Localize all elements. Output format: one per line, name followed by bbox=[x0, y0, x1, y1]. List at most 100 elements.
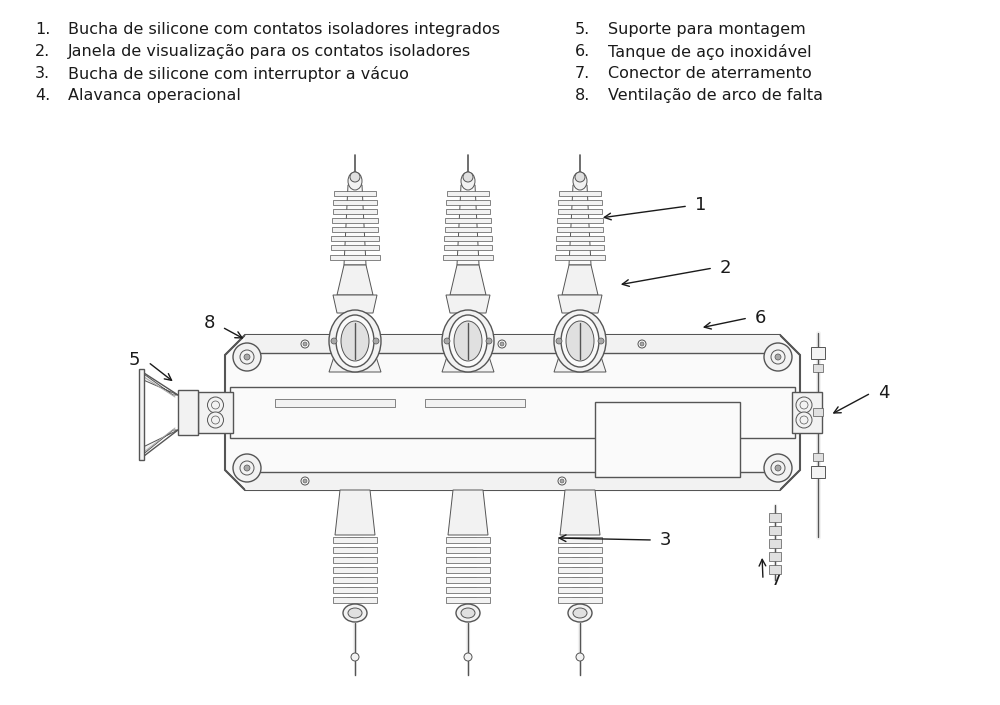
Bar bbox=[443, 255, 493, 259]
Text: Tanque de aço inoxidável: Tanque de aço inoxidável bbox=[608, 44, 812, 60]
Text: Janela de visualização para os contatos isoladores: Janela de visualização para os contatos … bbox=[68, 44, 471, 59]
Circle shape bbox=[556, 338, 562, 344]
Bar bbox=[811, 466, 825, 478]
Text: 5.: 5. bbox=[575, 22, 590, 37]
Circle shape bbox=[444, 338, 450, 344]
Ellipse shape bbox=[442, 310, 494, 372]
Bar bbox=[334, 190, 376, 195]
Bar bbox=[139, 369, 144, 460]
Text: 8.: 8. bbox=[575, 88, 590, 103]
Bar bbox=[446, 547, 490, 553]
Ellipse shape bbox=[566, 321, 594, 361]
Text: 3.: 3. bbox=[35, 66, 50, 81]
Text: 1: 1 bbox=[695, 196, 706, 214]
Bar bbox=[558, 209, 602, 214]
Polygon shape bbox=[344, 185, 366, 265]
Bar bbox=[813, 364, 823, 372]
Text: 7: 7 bbox=[770, 571, 782, 589]
Bar bbox=[333, 200, 377, 204]
Bar bbox=[178, 390, 198, 435]
Bar bbox=[769, 539, 781, 548]
Bar bbox=[559, 190, 601, 195]
Bar bbox=[447, 190, 489, 195]
Bar bbox=[769, 565, 781, 574]
Ellipse shape bbox=[576, 653, 584, 661]
Circle shape bbox=[498, 340, 506, 348]
Bar bbox=[557, 227, 603, 232]
Bar bbox=[332, 227, 378, 232]
Ellipse shape bbox=[573, 172, 587, 190]
Bar bbox=[245, 472, 780, 490]
Bar bbox=[558, 537, 602, 543]
Circle shape bbox=[331, 338, 337, 344]
Bar bbox=[332, 218, 378, 223]
Polygon shape bbox=[450, 265, 486, 295]
Circle shape bbox=[796, 397, 812, 413]
Bar bbox=[331, 245, 379, 250]
Ellipse shape bbox=[568, 604, 592, 622]
Bar bbox=[444, 236, 492, 241]
Bar bbox=[558, 547, 602, 553]
Circle shape bbox=[775, 354, 781, 360]
Bar bbox=[198, 392, 233, 433]
Text: 6.: 6. bbox=[575, 44, 590, 59]
Bar bbox=[445, 227, 491, 232]
Polygon shape bbox=[225, 335, 800, 490]
Circle shape bbox=[208, 397, 224, 413]
Bar bbox=[446, 557, 490, 563]
Ellipse shape bbox=[561, 315, 599, 367]
Ellipse shape bbox=[449, 315, 487, 367]
Text: Alavanca operacional: Alavanca operacional bbox=[68, 88, 241, 103]
Bar bbox=[769, 526, 781, 535]
Circle shape bbox=[303, 479, 307, 483]
Text: Bucha de silicone com contatos isoladores integrados: Bucha de silicone com contatos isoladore… bbox=[68, 22, 500, 37]
Bar bbox=[330, 255, 380, 259]
Text: Ventilação de arco de falta: Ventilação de arco de falta bbox=[608, 88, 823, 103]
Circle shape bbox=[208, 412, 224, 428]
Text: 4: 4 bbox=[878, 384, 890, 402]
Bar bbox=[333, 557, 377, 563]
Bar bbox=[792, 392, 822, 433]
Bar bbox=[333, 587, 377, 593]
Bar bbox=[333, 577, 377, 583]
Bar bbox=[275, 399, 395, 407]
Bar bbox=[558, 587, 602, 593]
Circle shape bbox=[764, 343, 792, 371]
Ellipse shape bbox=[461, 608, 475, 618]
Bar bbox=[446, 597, 490, 603]
Ellipse shape bbox=[350, 172, 360, 182]
Circle shape bbox=[373, 338, 379, 344]
Text: 3: 3 bbox=[660, 531, 672, 549]
Circle shape bbox=[486, 338, 492, 344]
Circle shape bbox=[598, 338, 604, 344]
Circle shape bbox=[764, 454, 792, 482]
Circle shape bbox=[640, 342, 644, 346]
Bar bbox=[558, 567, 602, 573]
Polygon shape bbox=[558, 295, 602, 313]
Bar bbox=[558, 597, 602, 603]
Text: 2: 2 bbox=[720, 259, 732, 277]
Circle shape bbox=[301, 340, 309, 348]
Ellipse shape bbox=[336, 315, 374, 367]
Circle shape bbox=[233, 343, 261, 371]
Bar bbox=[446, 537, 490, 543]
Text: Suporte para montagem: Suporte para montagem bbox=[608, 22, 806, 37]
Bar bbox=[446, 200, 490, 204]
Ellipse shape bbox=[461, 172, 475, 190]
Bar bbox=[333, 209, 377, 214]
Bar bbox=[558, 557, 602, 563]
Polygon shape bbox=[141, 430, 178, 456]
Polygon shape bbox=[457, 185, 479, 265]
Bar bbox=[769, 552, 781, 561]
Polygon shape bbox=[448, 490, 488, 535]
Bar bbox=[558, 577, 602, 583]
Text: 7.: 7. bbox=[575, 66, 590, 81]
Ellipse shape bbox=[348, 608, 362, 618]
Bar bbox=[555, 255, 605, 259]
Bar bbox=[446, 209, 490, 214]
Text: 4.: 4. bbox=[35, 88, 50, 103]
Text: Conector de aterramento: Conector de aterramento bbox=[608, 66, 812, 81]
Circle shape bbox=[244, 354, 250, 360]
Bar bbox=[425, 399, 525, 407]
Circle shape bbox=[560, 479, 564, 483]
